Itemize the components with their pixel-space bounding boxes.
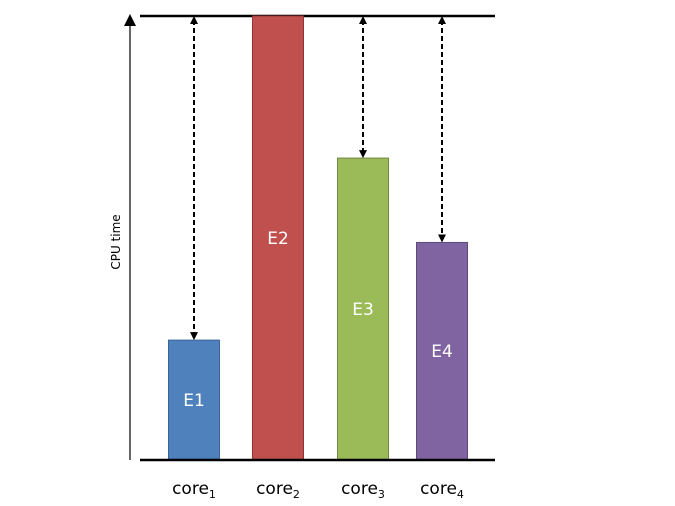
y-axis-arrow-icon <box>124 14 136 26</box>
bar-core1 <box>168 339 220 461</box>
bar-core3 <box>337 157 389 461</box>
y-axis-title: CPU time <box>109 214 123 269</box>
bar-core2 <box>252 15 304 461</box>
tick-label-subscript: 3 <box>378 488 385 501</box>
bar-label-core1: E1 <box>183 391 205 411</box>
bars-group: E1 E2 E3 E4 <box>168 15 468 461</box>
tick-label-core3: core3 <box>341 479 385 501</box>
tick-label-core4: core4 <box>420 479 464 501</box>
arrows-group <box>190 16 446 341</box>
bar-core4 <box>416 241 468 461</box>
tick-label-core1: core1 <box>172 479 216 501</box>
tick-label-base: core <box>172 479 209 499</box>
bar-label-core4: E4 <box>431 342 453 362</box>
y-axis: CPU time <box>109 14 136 460</box>
tick-label-base: core <box>256 479 293 499</box>
tick-label-base: core <box>341 479 378 499</box>
tick-label-core2: core2 <box>256 479 300 501</box>
tick-label-subscript: 2 <box>293 488 300 501</box>
bar-label-core3: E3 <box>352 300 374 320</box>
tick-label-base: core <box>420 479 457 499</box>
tick-label-subscript: 1 <box>209 488 216 501</box>
bar-label-core2: E2 <box>267 229 289 249</box>
x-tick-labels: core1 core2 core3 core4 <box>172 479 464 501</box>
tick-label-subscript: 4 <box>457 488 464 501</box>
